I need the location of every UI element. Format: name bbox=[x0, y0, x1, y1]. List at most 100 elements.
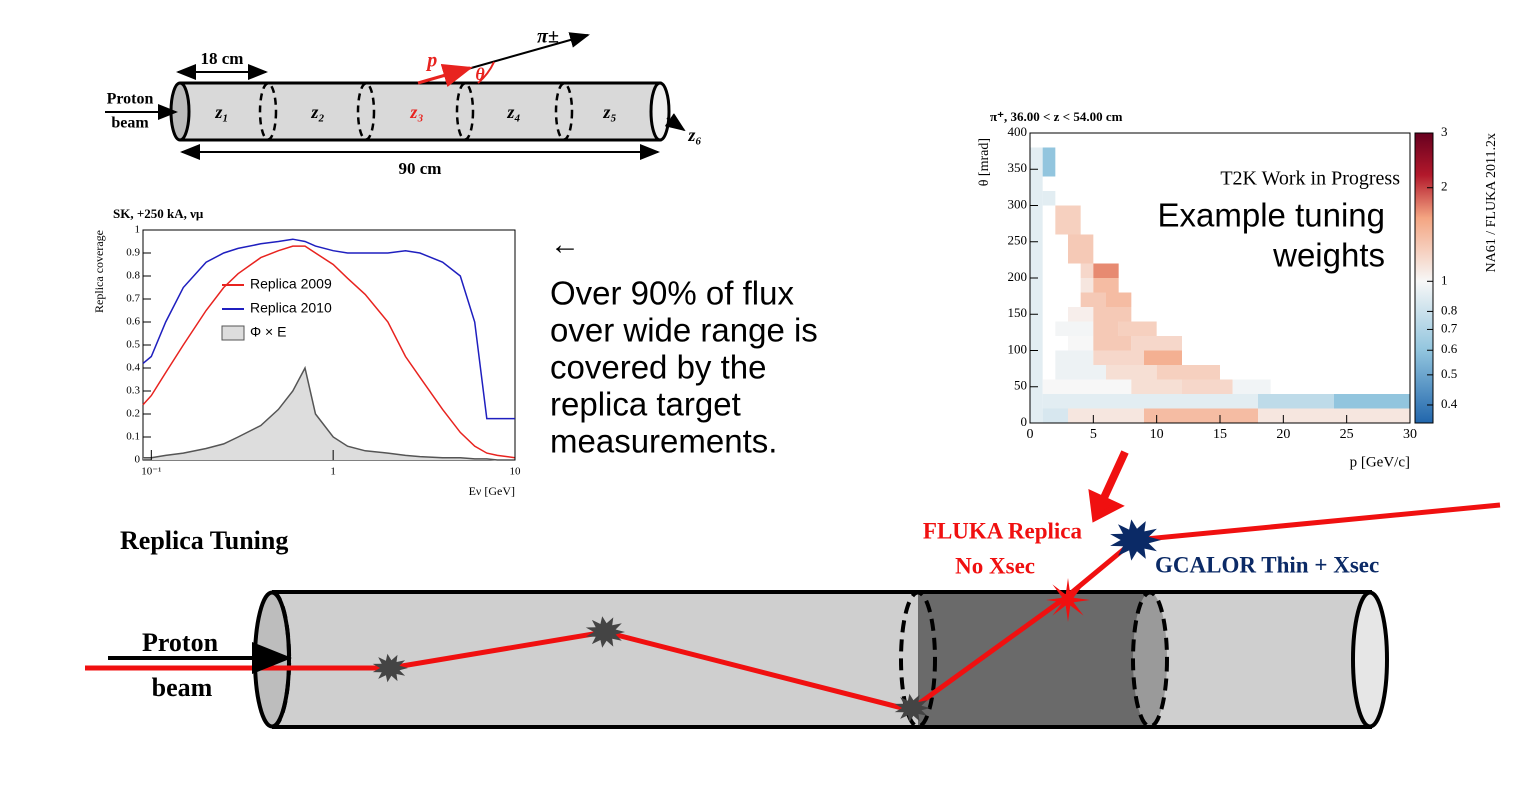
overlay-text: weights bbox=[1272, 237, 1385, 274]
x-tick-label: 25 bbox=[1340, 427, 1354, 442]
chart-title: SK, +250 kA, νμ bbox=[113, 206, 204, 221]
heat-cell bbox=[1093, 278, 1119, 293]
x-tick-label: 5 bbox=[1090, 427, 1097, 442]
interaction-star bbox=[894, 693, 930, 723]
heat-cell bbox=[1068, 336, 1094, 351]
heat-cell bbox=[1232, 379, 1271, 394]
cylinder-end bbox=[1351, 590, 1389, 729]
zone-label: z₁ bbox=[214, 102, 228, 122]
x-tick-label: 30 bbox=[1403, 427, 1417, 442]
x-axis-label: p [GeV/c] bbox=[1350, 454, 1410, 470]
y-tick-label: 250 bbox=[1008, 233, 1028, 248]
target-diagram: 18 cm Proton beam 90 cm p⃗ θ π± z₆ bbox=[105, 26, 702, 178]
heat-cell bbox=[1131, 379, 1182, 394]
heat-cell bbox=[1055, 205, 1081, 235]
paragraph-line: replica target bbox=[550, 386, 741, 423]
heatmap-chart: 0.40.50.60.70.81230501001502002503003504… bbox=[977, 109, 1499, 470]
paragraph-line: covered by the bbox=[550, 349, 766, 386]
heat-cell bbox=[1042, 408, 1068, 423]
x-tick-label: 10⁻¹ bbox=[141, 466, 161, 478]
paragraph-line: measurements. bbox=[550, 423, 777, 460]
heat-cell bbox=[1156, 365, 1220, 380]
y-tick-label: 400 bbox=[1008, 124, 1028, 139]
gcalor-label: GCALOR Thin + Xsec bbox=[1155, 552, 1379, 577]
fluka-label: No Xsec bbox=[955, 553, 1035, 578]
beam-label: beam bbox=[152, 673, 213, 702]
heat-cell bbox=[1042, 379, 1132, 394]
line bbox=[142, 245, 516, 459]
legend-swatch bbox=[221, 325, 245, 341]
y-tick-label: 300 bbox=[1008, 196, 1028, 211]
length-label: 18 cm bbox=[201, 49, 244, 68]
y-tick-label: 0.8 bbox=[126, 270, 140, 282]
heat-cell bbox=[1093, 263, 1119, 278]
heat-cell bbox=[1042, 191, 1056, 206]
y-tick-label: 0.6 bbox=[126, 316, 140, 328]
heat-cell bbox=[1106, 292, 1132, 307]
coverage-chart: Replica 2009 Replica 2010 Φ × E 0 0.1 0.2 0.3 0… bbox=[92, 206, 521, 498]
colorbar-tick-label: 1 bbox=[1441, 272, 1448, 287]
y-tick-label: 200 bbox=[1008, 269, 1028, 284]
y-tick-label: 0.5 bbox=[126, 339, 140, 351]
y-tick-label: 0.9 bbox=[126, 247, 140, 259]
x-tick-label: 0 bbox=[1027, 427, 1034, 442]
heat-cell bbox=[1093, 350, 1144, 365]
heat-cell bbox=[1258, 394, 1334, 409]
plot-frame bbox=[142, 229, 516, 461]
legend-label: Replica 2010 bbox=[250, 300, 332, 316]
heat-cell bbox=[1258, 408, 1410, 423]
angle-arc bbox=[477, 61, 495, 84]
overlay-text: Example tuning bbox=[1158, 197, 1385, 234]
paragraph-line: Over 90% of flux bbox=[550, 275, 794, 312]
section-title: Replica Tuning bbox=[120, 526, 288, 555]
y-tick-label: 0.1 bbox=[126, 431, 140, 443]
heat-cell bbox=[1068, 307, 1094, 322]
zone-label: z₂ bbox=[310, 102, 324, 122]
y-tick-label: 0 bbox=[1021, 414, 1028, 429]
heat-cell bbox=[1080, 263, 1094, 278]
heat-cell bbox=[1080, 278, 1094, 293]
particle-label: π± bbox=[537, 26, 559, 48]
colorbar-tick-label: 3 bbox=[1441, 124, 1448, 139]
pointer-arrow bbox=[1099, 450, 1129, 502]
zone-label: z₃ bbox=[409, 102, 423, 122]
y-tick-label: 50 bbox=[1014, 378, 1027, 393]
y-tick-label: 0.7 bbox=[126, 293, 140, 305]
heat-cell bbox=[1144, 350, 1182, 365]
heat-cell bbox=[1080, 292, 1106, 307]
heat-cell bbox=[1334, 394, 1410, 409]
interaction-star bbox=[1046, 578, 1090, 622]
colorbar-tick-label: 0.8 bbox=[1441, 302, 1457, 317]
y-tick-label: 100 bbox=[1008, 341, 1028, 356]
y-tick-label: 150 bbox=[1008, 305, 1028, 320]
replica-end bbox=[1133, 592, 1167, 727]
chart-title: π⁺, 36.00 < z < 54.00 cm bbox=[990, 109, 1123, 124]
interaction-star bbox=[1110, 519, 1161, 561]
x-tick-label: 1 bbox=[330, 466, 336, 478]
momentum-arrow bbox=[417, 63, 473, 88]
colorbar-tick-label: 0.6 bbox=[1441, 341, 1458, 356]
heat-cell bbox=[1144, 408, 1258, 423]
legend-label: Φ × E bbox=[250, 324, 286, 340]
colorbar bbox=[1414, 132, 1434, 424]
heat-cell bbox=[1055, 321, 1094, 336]
y-axis-label: θ [mrad] bbox=[977, 138, 992, 186]
interactions bbox=[372, 519, 1161, 723]
colorbar-tick-label: 2 bbox=[1441, 179, 1448, 194]
heat-cell bbox=[1093, 336, 1132, 351]
x-axis-label: Eν [GeV] bbox=[469, 484, 515, 498]
x-tick-label: 10 bbox=[510, 466, 522, 478]
y-tick-label: 1 bbox=[135, 224, 141, 236]
beam-label: Proton bbox=[107, 91, 154, 108]
heat-cell bbox=[1118, 321, 1157, 336]
y-tick-label: 0.3 bbox=[126, 385, 140, 397]
colorbar-tick-label: 0.7 bbox=[1441, 320, 1458, 335]
heat-cell bbox=[1055, 365, 1106, 380]
heat-cell bbox=[1093, 307, 1132, 322]
beam-label: beam bbox=[111, 115, 149, 132]
y-tick-label: 0.2 bbox=[126, 408, 140, 420]
x-tick-label: 20 bbox=[1276, 427, 1290, 442]
interaction-star bbox=[585, 616, 625, 648]
heat-cell bbox=[1068, 234, 1094, 264]
